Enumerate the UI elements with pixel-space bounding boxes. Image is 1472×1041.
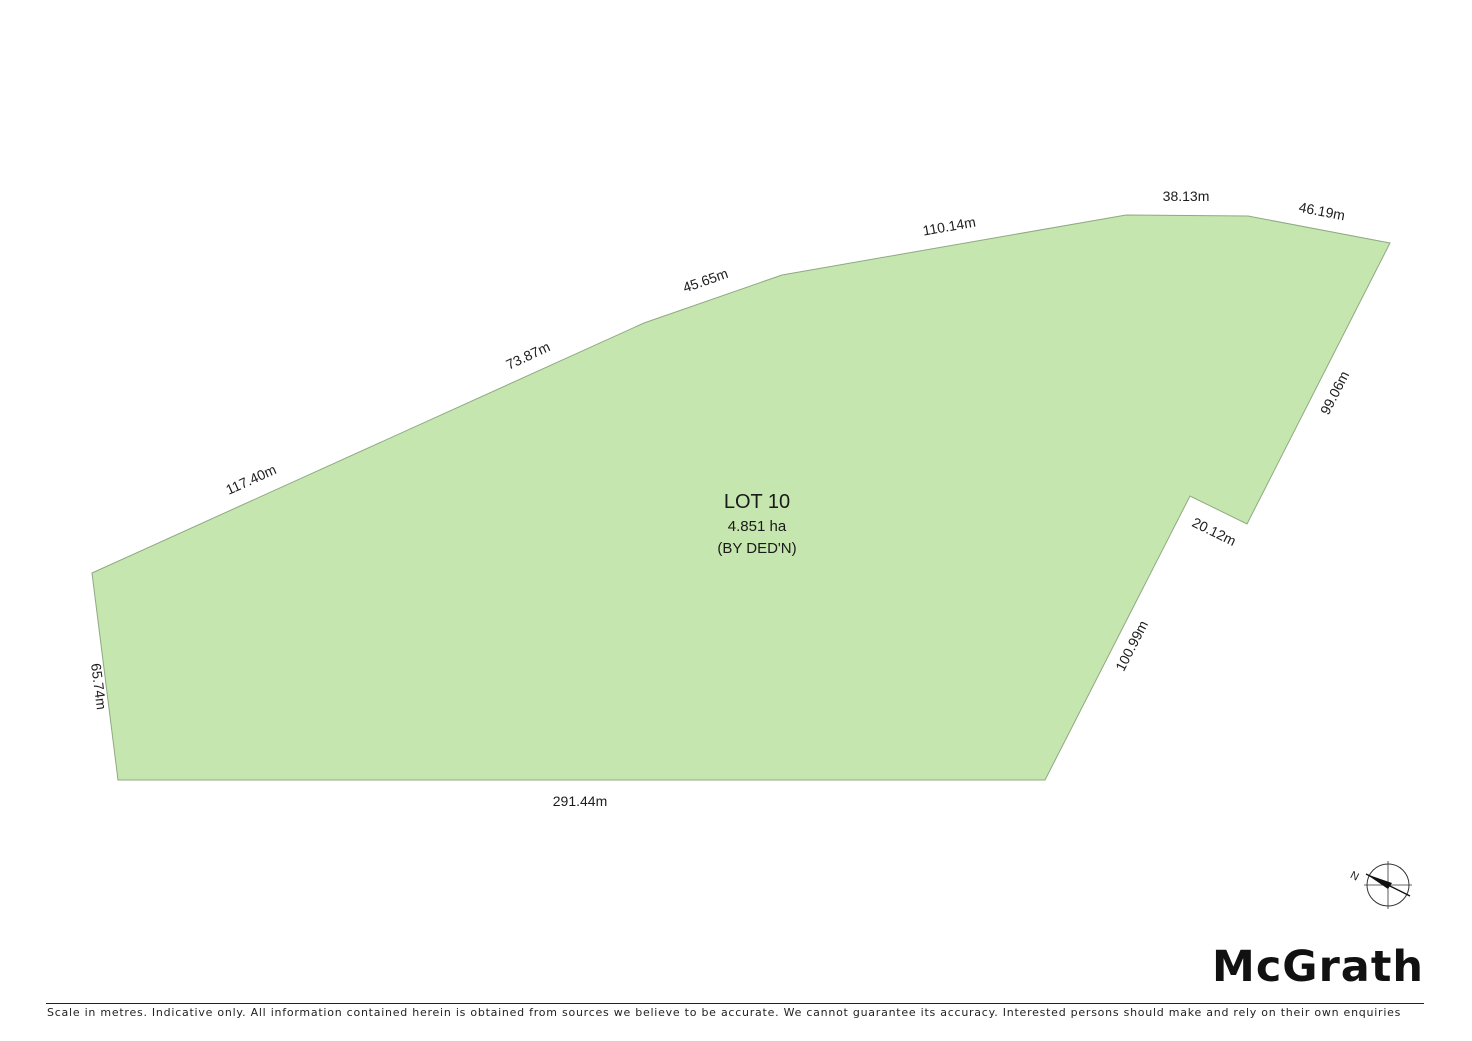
lot-area: 4.851 ha (728, 518, 787, 535)
dimension-label: 65.74m (88, 662, 110, 710)
dimension-label: 45.65m (681, 265, 730, 295)
north-label: N (1348, 869, 1361, 883)
dimension-label: 46.19m (1297, 199, 1346, 223)
footer-divider (46, 1003, 1424, 1004)
lot-note: (BY DED'N) (717, 540, 796, 557)
dimension-label: 38.13m (1163, 188, 1210, 204)
footer-disclaimer: Scale in metres. Indicative only. All in… (47, 1006, 1402, 1019)
lot-title: LOT 10 (724, 491, 790, 513)
mcgrath-logo: McGrath (1212, 942, 1424, 992)
dimension-label: 110.14m (921, 214, 976, 239)
dimension-label: 291.44m (553, 793, 607, 809)
dimension-label: 20.12m (1190, 514, 1239, 549)
lot-boundary (91, 214, 1391, 781)
north-arrow-icon: N (1348, 861, 1412, 909)
